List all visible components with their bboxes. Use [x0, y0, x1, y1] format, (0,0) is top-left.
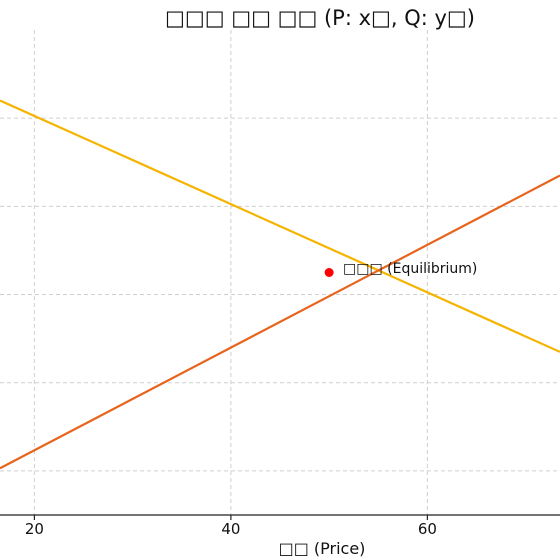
- x-tick-label: 60: [418, 520, 437, 538]
- chart-title: □□□ □□ □□ (P: x□, Q: y□): [165, 6, 475, 30]
- x-tick-label: 40: [221, 520, 240, 538]
- equilibrium-label: □□□ (Equilibrium): [343, 261, 477, 277]
- grid: [0, 30, 560, 515]
- series-line-2: [0, 174, 560, 470]
- series-lines: [0, 99, 560, 470]
- equilibrium-marker: [324, 268, 334, 277]
- series-line-1: [0, 99, 560, 353]
- equilibrium-point: [324, 268, 334, 277]
- x-axis-label: □□ (Price): [279, 539, 366, 558]
- axes: 20 40 60: [0, 514, 560, 538]
- x-tick-label: 20: [25, 520, 44, 538]
